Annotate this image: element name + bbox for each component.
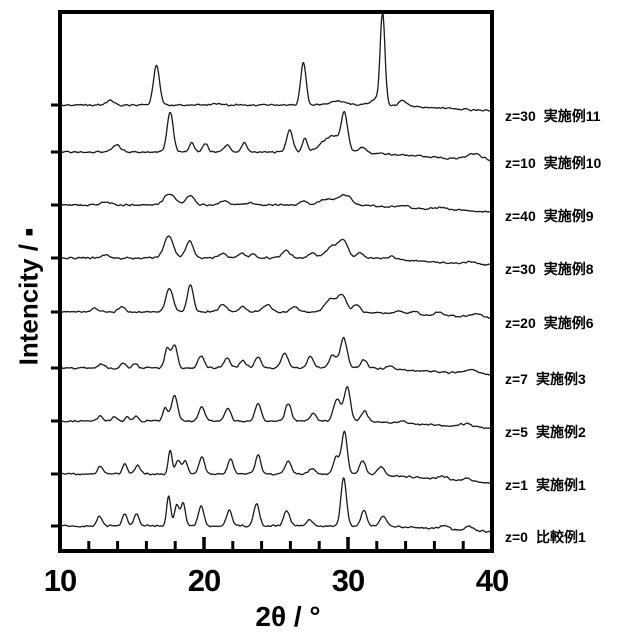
trace-z-value: z=10 [505, 155, 536, 171]
trace-example-name: 実施例2 [535, 424, 586, 440]
trace-example-name: 実施例1 [535, 477, 586, 493]
trace-label: z=20 実施例6 [505, 315, 594, 331]
trace-label: z=7 実施例3 [505, 371, 586, 387]
trace-example-name: 実施例3 [535, 371, 586, 387]
trace-z-value: z=40 [505, 208, 536, 224]
trace-z-value: z=5 [505, 424, 528, 440]
xrd-trace [62, 386, 490, 430]
plot-frame [58, 10, 494, 553]
trace-example-name: 実施例6 [543, 315, 594, 331]
xrd-trace [62, 193, 490, 213]
y-axis-label: Intencity / ▪ [13, 227, 44, 366]
trace-label: z=10 実施例10 [505, 155, 601, 171]
x-tick-label: 10 [43, 563, 77, 598]
xrd-trace [62, 477, 490, 533]
xrd-trace [62, 235, 490, 266]
trace-z-value: z=0 [505, 529, 528, 545]
xrd-trace [62, 430, 490, 484]
trace-z-value: z=20 [505, 315, 536, 331]
trace-z-value: z=1 [505, 477, 528, 493]
x-tick-label: 40 [475, 563, 509, 598]
trace-label: z=30 実施例8 [505, 261, 594, 277]
x-tick-label: 20 [187, 563, 221, 598]
trace-example-name: 実施例9 [543, 208, 594, 224]
trace-example-name: 実施例11 [543, 108, 601, 124]
trace-z-value: z=7 [505, 371, 528, 387]
xrd-trace [62, 336, 490, 376]
xrd-trace [62, 14, 490, 112]
trace-z-value: z=30 [505, 261, 536, 277]
x-tick-label: 30 [331, 563, 365, 598]
xrd-trace [62, 110, 490, 162]
trace-label: z=0 比較例1 [505, 529, 586, 545]
trace-example-name: 比較例1 [535, 529, 586, 545]
trace-label: z=5 実施例2 [505, 424, 586, 440]
trace-label: z=1 実施例1 [505, 477, 586, 493]
trace-label: z=30 実施例11 [505, 108, 601, 124]
trace-example-name: 実施例8 [543, 261, 594, 277]
trace-example-name: 実施例10 [543, 155, 602, 171]
trace-z-value: z=30 [505, 108, 536, 124]
xrd-trace [62, 284, 490, 319]
trace-label: z=40 実施例9 [505, 208, 594, 224]
x-axis-label: 2θ / ° [255, 601, 321, 632]
